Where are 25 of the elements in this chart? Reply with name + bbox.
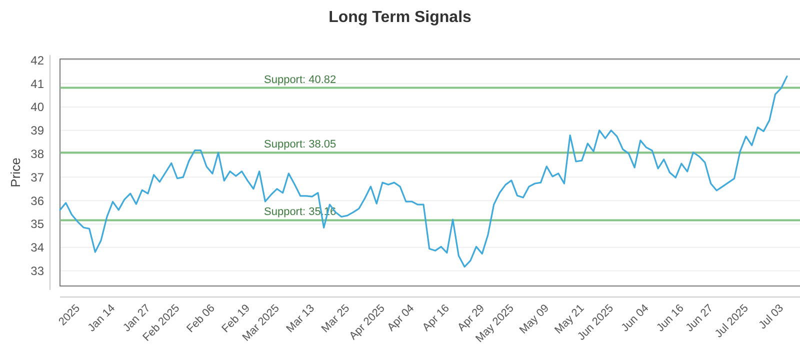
ref-line-label: Support: 38.05 bbox=[264, 138, 336, 151]
x-tick-label: May 09 bbox=[517, 302, 552, 336]
chart-title: Long Term Signals bbox=[328, 9, 472, 26]
y-tick-label: 35 bbox=[30, 217, 44, 232]
y-tick-label: 41 bbox=[30, 76, 44, 91]
y-tick-label: 39 bbox=[30, 124, 44, 138]
y-tick-label: 33 bbox=[30, 264, 44, 278]
y-tick-label: 34 bbox=[30, 240, 44, 255]
line-series bbox=[59, 76, 788, 268]
y-tick-label: 37 bbox=[30, 170, 44, 184]
x-tick-label: Jun 27 bbox=[684, 302, 716, 334]
y-tick-label: 38 bbox=[30, 146, 44, 161]
x-tick-label: Feb 06 bbox=[184, 302, 218, 336]
x-tick-label: Apr 04 bbox=[385, 302, 417, 334]
x-tick-label: Mar 13 bbox=[284, 302, 317, 336]
x-tick-label: Jun 16 bbox=[654, 302, 686, 334]
y-tick-label: 40 bbox=[30, 100, 44, 114]
ref-line-label: Support: 40.82 bbox=[264, 74, 336, 86]
y-axis-title: Price bbox=[8, 158, 23, 188]
x-tick-label: Jun 04 bbox=[619, 302, 652, 334]
y-tick-label: 36 bbox=[30, 194, 44, 208]
y-tick-label: 42 bbox=[30, 53, 44, 68]
x-tick-label: Jan 14 bbox=[86, 302, 118, 334]
x-tick-label: Jul 03 bbox=[756, 302, 786, 332]
x-tick-label: Apr 16 bbox=[420, 302, 452, 334]
